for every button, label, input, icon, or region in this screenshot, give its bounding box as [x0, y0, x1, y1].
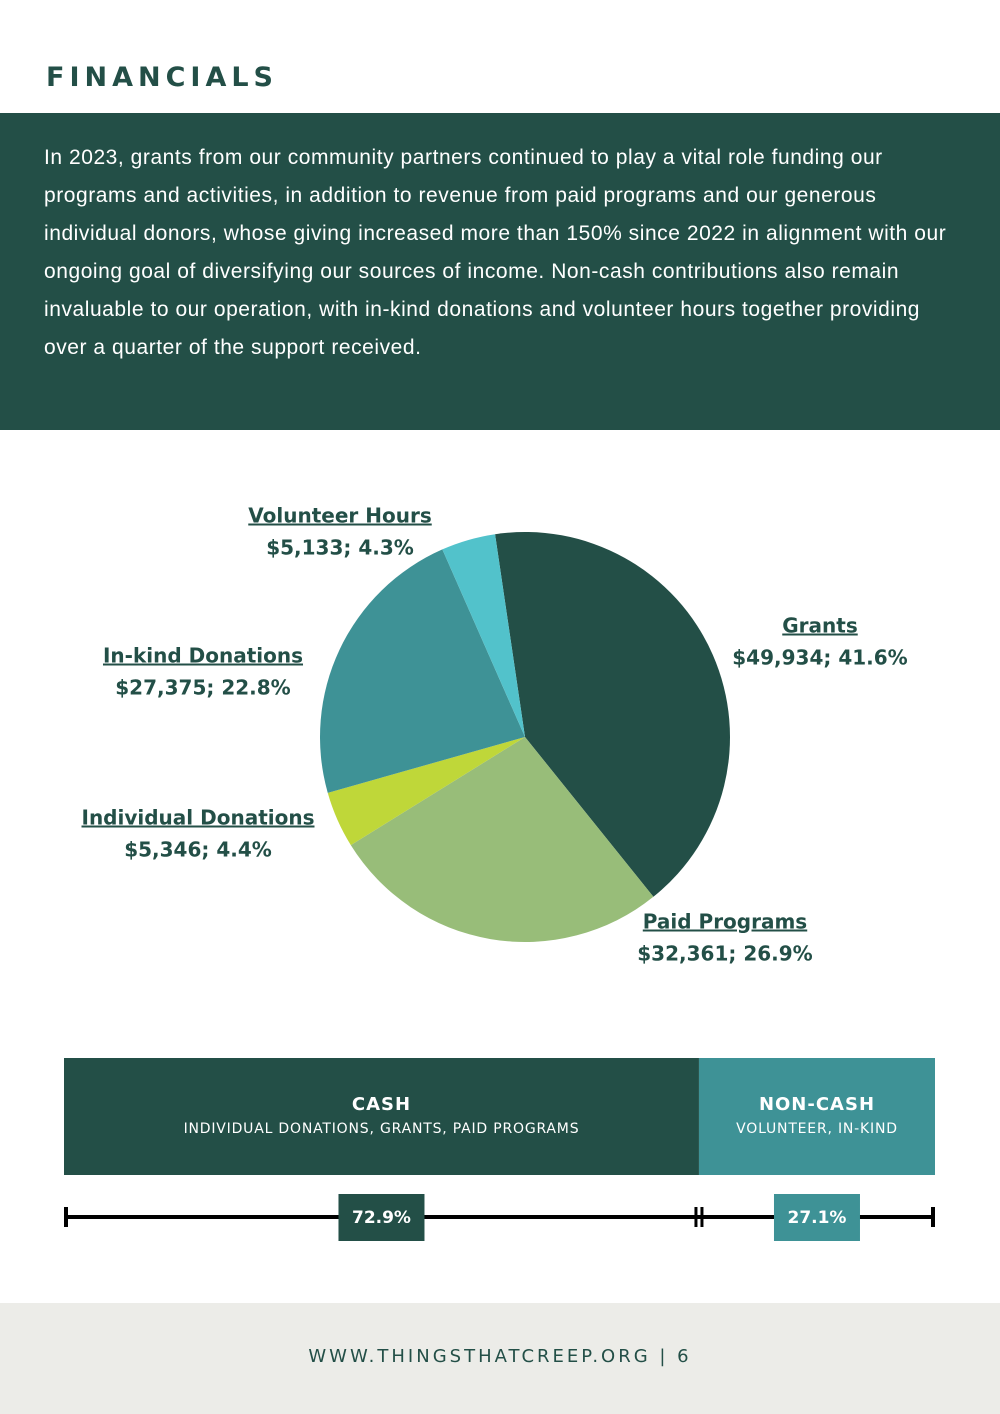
- segment-name: NON-CASH: [759, 1094, 875, 1115]
- slice-value-label: $5,133; 4.3%: [266, 536, 414, 560]
- pie-slice: [350, 737, 654, 942]
- pie-slice: [495, 532, 731, 897]
- segment-description: VOLUNTEER, IN-KIND: [736, 1121, 898, 1137]
- slice-value-label: $32,361; 26.9%: [637, 942, 812, 966]
- segment-description: INDIVIDUAL DONATIONS, GRANTS, PAID PROGR…: [184, 1121, 580, 1137]
- intro-text: In 2023, grants from our community partn…: [44, 146, 947, 359]
- slice-name: Volunteer Hours: [248, 504, 431, 528]
- slice-name: Paid Programs: [643, 910, 807, 934]
- page-title: FINANCIALS: [46, 62, 278, 93]
- value-badge: [773, 1194, 860, 1241]
- slice-value-label: $5,346; 4.4%: [124, 838, 272, 862]
- footer-text: WWW.THINGSTHATCREEP.ORG | 6: [308, 1346, 692, 1367]
- slice-name: Individual Donations: [82, 806, 315, 830]
- segment-value-label: 27.1%: [787, 1208, 846, 1228]
- pie-slice: [319, 549, 525, 793]
- pie-slice: [442, 534, 525, 737]
- charts: Grants $49,934; 41.6% Paid Programs $32,361…: [64, 504, 935, 1241]
- segment-name: CASH: [352, 1094, 411, 1115]
- slice-name: In-kind Donations: [103, 644, 303, 668]
- segment-value-label: 72.9%: [352, 1208, 411, 1228]
- slice-name: Grants: [782, 614, 857, 638]
- bar-segment: [698, 1058, 935, 1175]
- slice-value-label: $49,934; 41.6%: [732, 646, 907, 670]
- slice-value-label: $27,375; 22.8%: [115, 676, 290, 700]
- bar-segment: [64, 1058, 699, 1175]
- footer-panel: [0, 1303, 1000, 1414]
- value-badge: [338, 1194, 425, 1241]
- pie-slice: [327, 737, 525, 846]
- intro-panel: [0, 113, 1000, 430]
